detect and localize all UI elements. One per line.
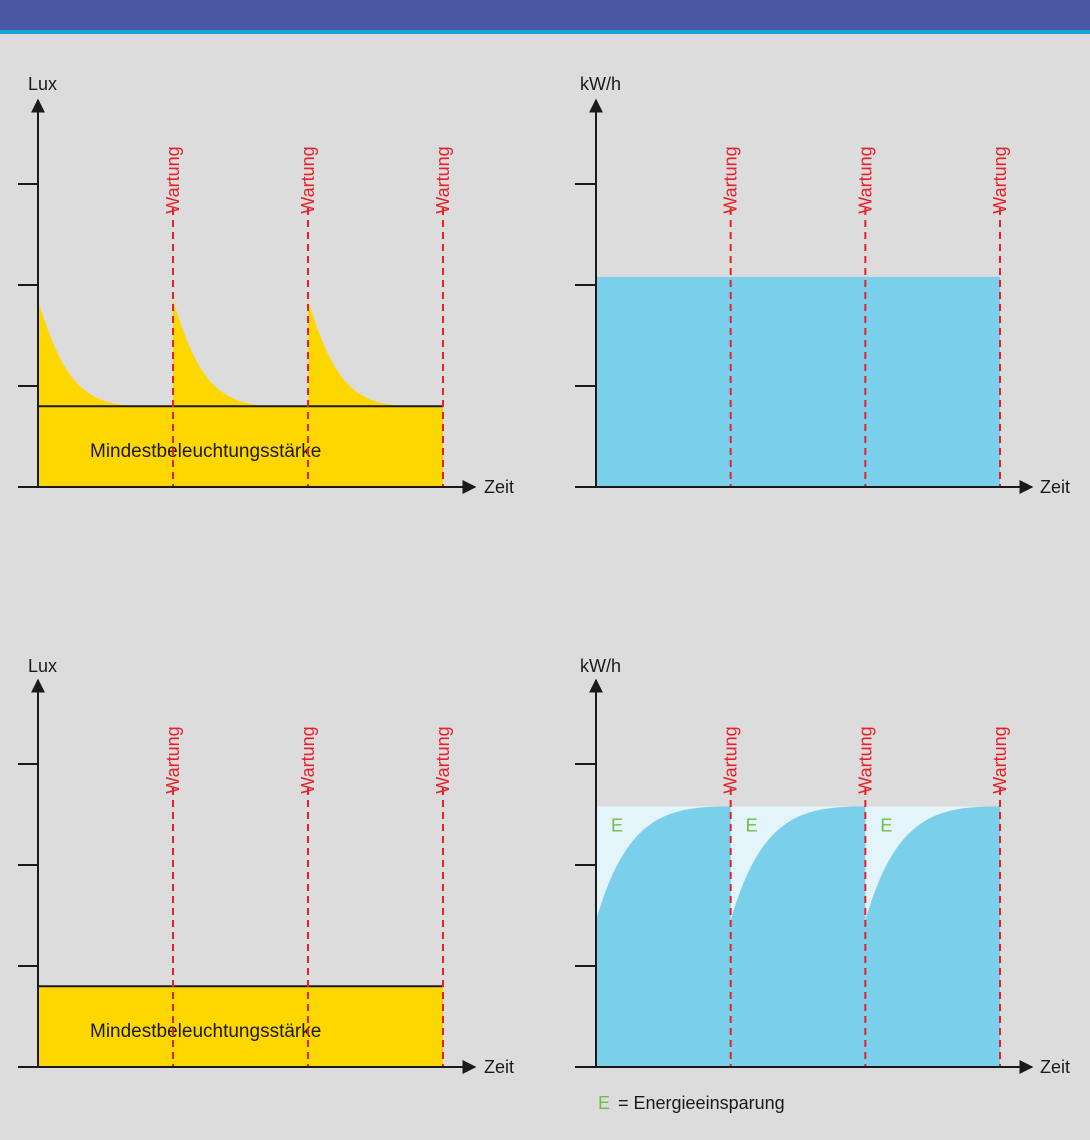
maintenance-label-3: Wartung <box>433 726 453 793</box>
lux-area-cycle-3 <box>308 300 443 487</box>
x-axis-label: Zeit <box>484 477 514 497</box>
header-band <box>0 0 1090 30</box>
minimum-label: Mindestbeleuchtungsstärke <box>90 1021 321 1042</box>
energy-area-cycle-2 <box>730 806 866 1067</box>
chart-energy-with-control: E E E Wartung Wartung Wartung kW/h Zeit <box>575 656 1070 1077</box>
chart-lux-with-control: Mindestbeleuchtungsstärke Wartung Wartung W… <box>18 656 514 1077</box>
maintenance-label-1: Wartung <box>163 146 183 213</box>
energy-area-cycle-3 <box>865 806 1000 1067</box>
legend-symbol: E <box>598 1093 610 1113</box>
maintenance-label-1: Wartung <box>163 726 183 793</box>
energy-area <box>596 276 1000 487</box>
y-axis-label: Lux <box>28 74 57 94</box>
y-axis-label: kW/h <box>580 656 621 676</box>
x-axis-label: Zeit <box>1040 1057 1070 1077</box>
maintenance-label-3: Wartung <box>990 726 1010 793</box>
header-accent-line <box>0 30 1090 34</box>
y-axis-label: kW/h <box>580 74 621 94</box>
maintenance-label-3: Wartung <box>990 146 1010 213</box>
maintenance-label-1: Wartung <box>721 146 741 213</box>
maintenance-label-3: Wartung <box>433 146 453 213</box>
lux-area-cycle-1 <box>38 300 173 487</box>
maintenance-label-1: Wartung <box>721 726 741 793</box>
savings-label: E <box>746 815 758 835</box>
lux-area-cycle-2 <box>173 300 308 487</box>
maintenance-label-2: Wartung <box>855 726 875 793</box>
minimum-label: Mindestbeleuchtungsstärke <box>90 441 321 462</box>
maintenance-label-2: Wartung <box>855 146 875 213</box>
x-axis-label: Zeit <box>1040 477 1070 497</box>
savings-label: E <box>880 815 892 835</box>
chart-energy-without-control: Wartung Wartung Wartung kW/h Zeit <box>575 74 1070 497</box>
energy-area-cycle-1 <box>596 806 731 1067</box>
savings-label: E <box>611 815 623 835</box>
maintenance-label-2: Wartung <box>298 146 318 213</box>
legend-text: = Energieeinsparung <box>618 1093 785 1113</box>
y-axis-label: Lux <box>28 656 57 676</box>
chart-lux-without-control: Mindestbeleuchtungsstärke Wartung Wartung W… <box>18 74 514 497</box>
x-axis-label: Zeit <box>484 1057 514 1077</box>
legend: E = Energieeinsparung <box>598 1093 785 1113</box>
maintenance-label-2: Wartung <box>298 726 318 793</box>
lux-area <box>38 986 443 1067</box>
